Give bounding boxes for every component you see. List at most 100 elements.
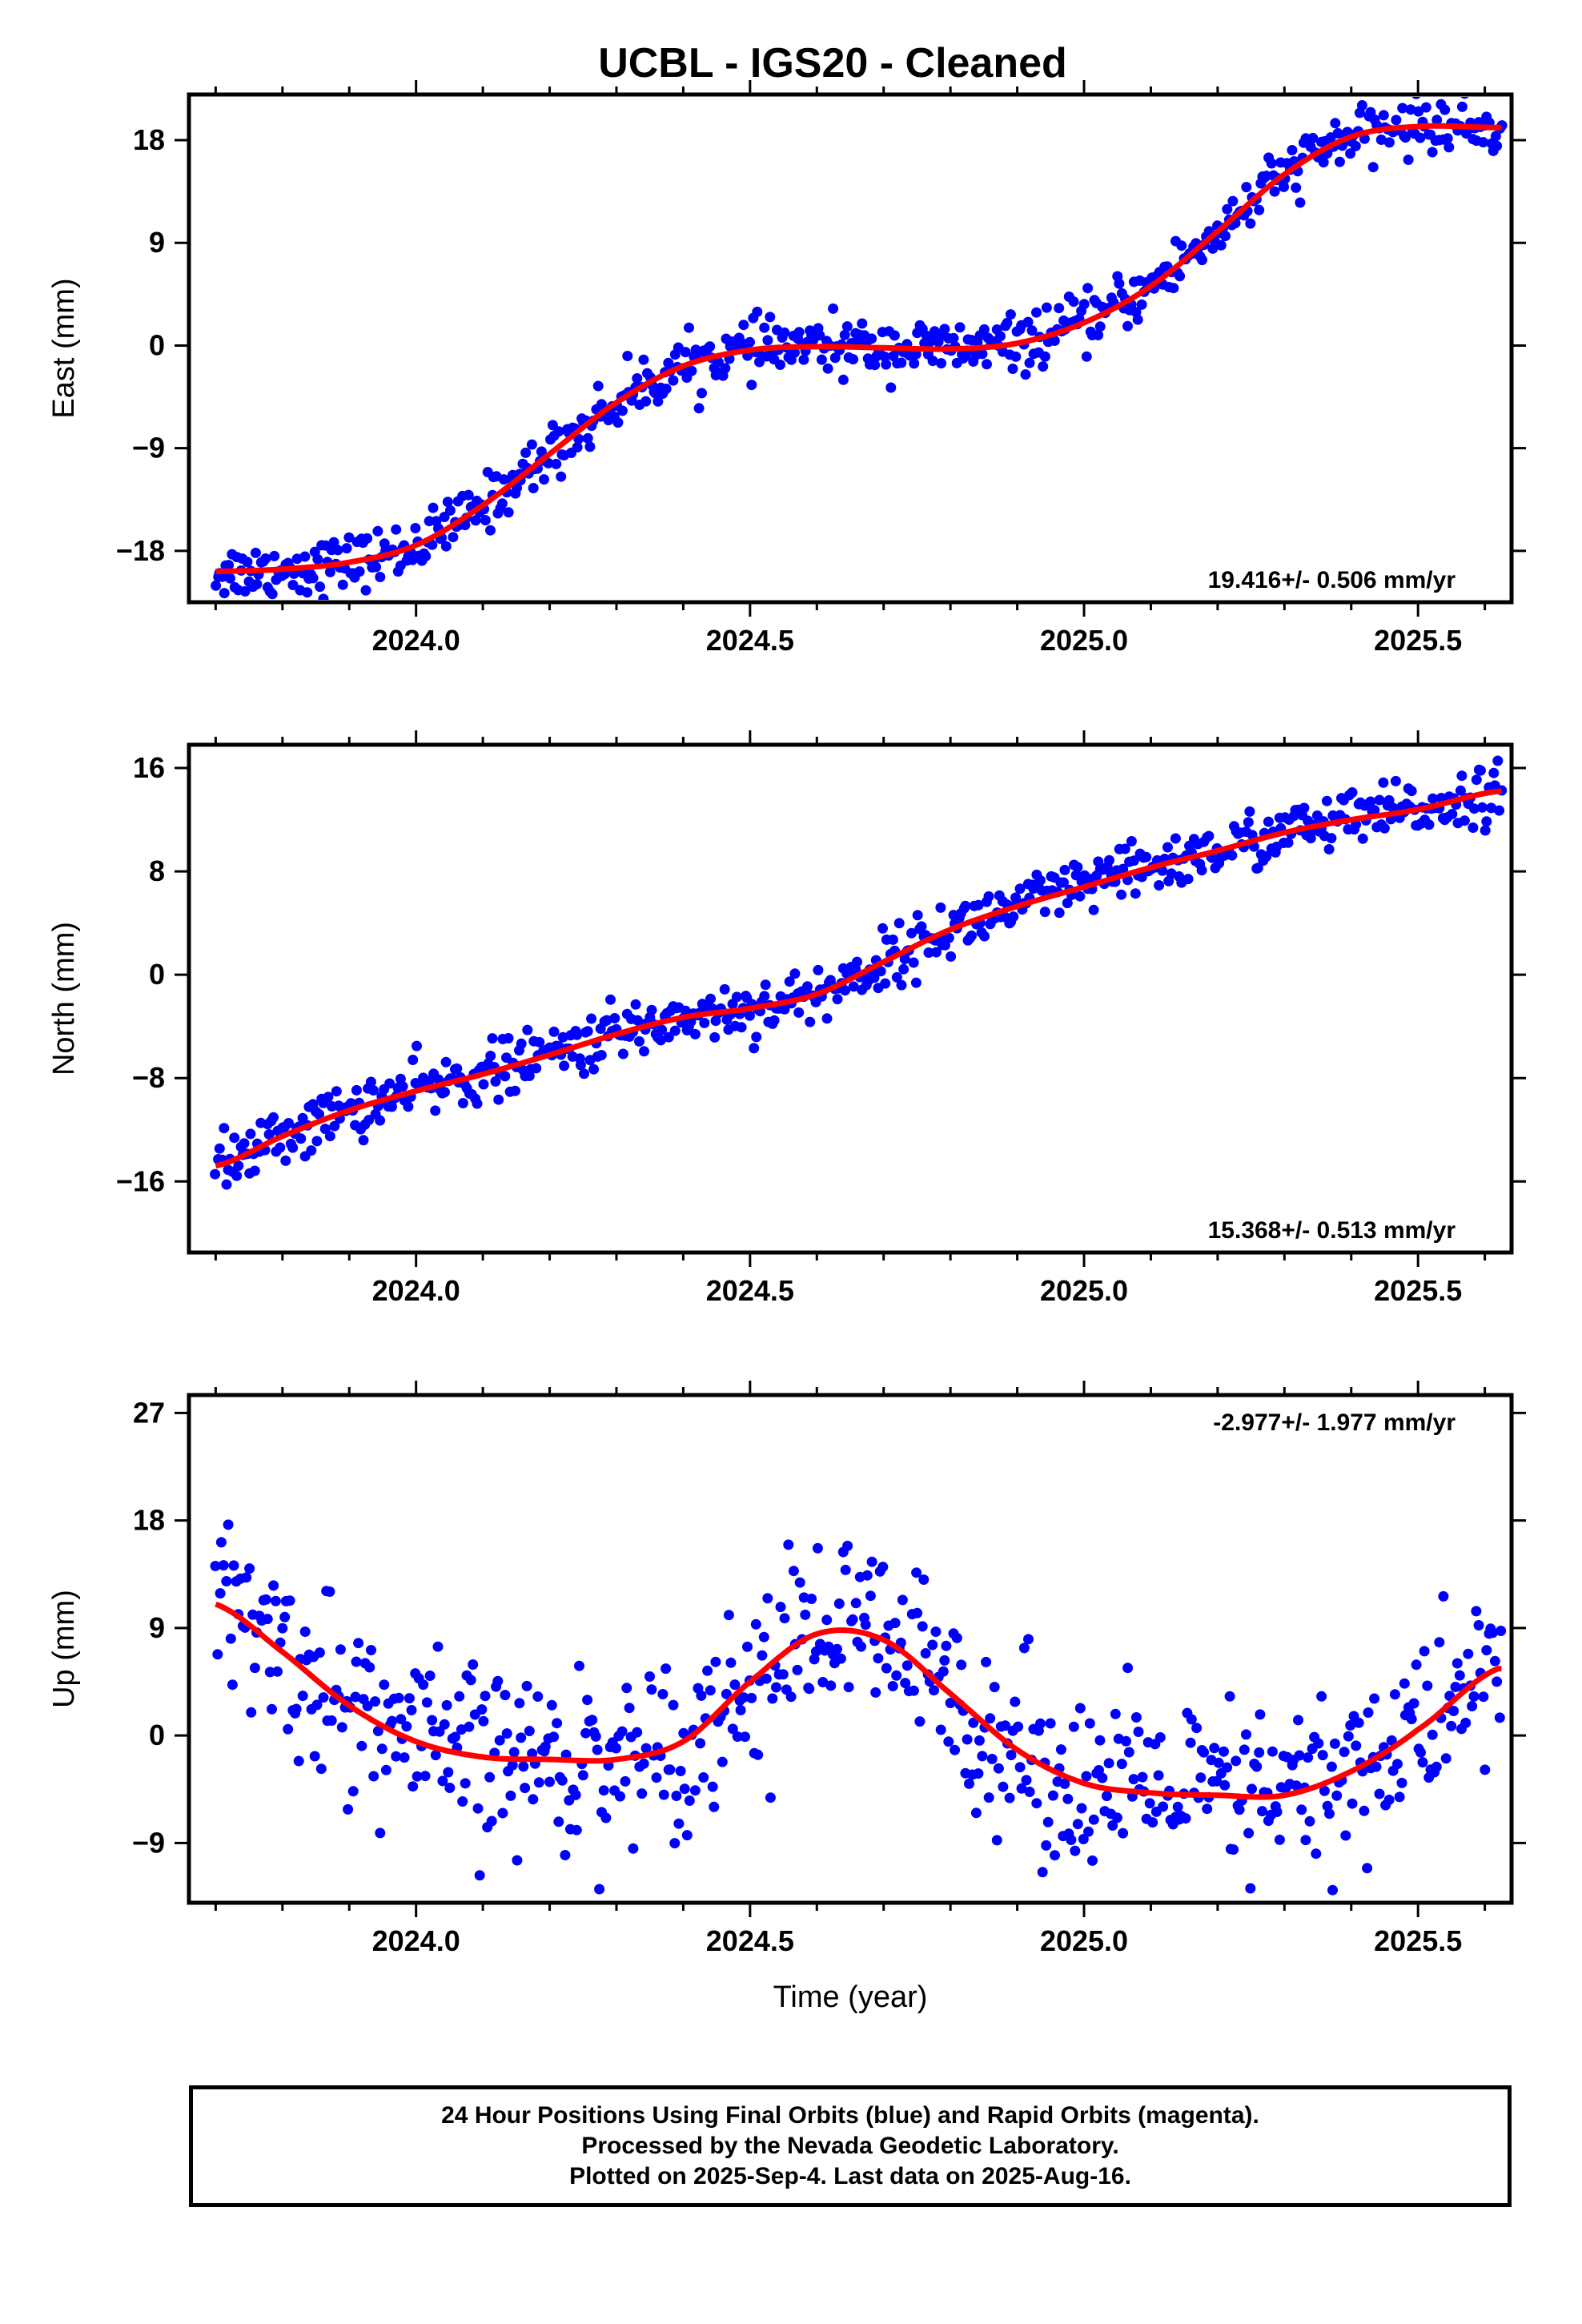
up-data-point: [1153, 1770, 1164, 1781]
up-data-point: [283, 1723, 294, 1735]
east-data-point: [341, 543, 352, 554]
north-xtick-label: 2025.0: [1040, 1274, 1128, 1307]
north-xtick-label: 2024.5: [706, 1274, 794, 1307]
north-data-point: [875, 966, 886, 977]
east-data-point: [1222, 203, 1233, 215]
up-data-point: [393, 1692, 404, 1703]
up-data-point: [681, 1830, 693, 1841]
east-data-point: [1413, 106, 1424, 117]
east-data-point: [267, 589, 278, 600]
up-data-point: [1340, 1830, 1351, 1841]
up-data-point: [315, 1763, 327, 1775]
north-data-point: [249, 1165, 260, 1176]
east-data-point: [1411, 97, 1421, 99]
north-data-point: [295, 1133, 307, 1144]
up-data-point: [689, 1785, 701, 1796]
north-data-point: [503, 1033, 514, 1043]
up-data-point: [540, 1741, 551, 1752]
up-data-point: [1319, 1785, 1330, 1796]
east-data-point: [848, 354, 859, 365]
up-data-point: [644, 1671, 655, 1682]
up-data-point: [638, 1758, 649, 1769]
up-data-point: [1427, 1729, 1438, 1740]
north-data-point: [572, 1029, 583, 1040]
up-data-point: [582, 1695, 593, 1706]
up-data-point: [1103, 1758, 1114, 1769]
east-data-point: [661, 384, 672, 394]
up-data-point: [1144, 1798, 1155, 1809]
up-data-point: [267, 1703, 277, 1715]
up-data-point: [985, 1713, 996, 1724]
east-data-point: [470, 515, 481, 526]
up-data-point: [580, 1727, 592, 1739]
up-data-point: [758, 1631, 769, 1642]
north-data-point: [935, 902, 946, 913]
north-data-point: [1468, 803, 1480, 814]
up-data-point: [1068, 1721, 1079, 1732]
up-data-point: [454, 1691, 465, 1702]
north-data-point: [472, 1098, 483, 1109]
north-data-point: [973, 899, 984, 911]
up-data-point: [1228, 1844, 1239, 1855]
up-data-point: [225, 1633, 236, 1644]
north-data-point: [832, 994, 843, 1005]
up-data-point: [917, 1621, 928, 1632]
up-data-point: [950, 1744, 961, 1755]
up-data-point: [1406, 1714, 1417, 1725]
east-data-point: [839, 329, 850, 340]
north-data-point: [1468, 822, 1479, 833]
up-data-point: [270, 1595, 281, 1606]
up-data-point: [424, 1671, 436, 1681]
up-data-point: [364, 1662, 375, 1673]
up-fit-curve: [215, 1601, 1502, 1800]
east-data-point: [954, 322, 966, 333]
north-data-point: [1244, 806, 1255, 817]
east-data-point: [242, 557, 253, 568]
up-data-point: [1300, 1835, 1311, 1846]
up-data-point: [1031, 1798, 1042, 1809]
up-data-point: [444, 1783, 456, 1793]
north-ytick-label: 8: [149, 854, 165, 887]
up-data-point: [1037, 1867, 1048, 1878]
up-data-point: [1116, 1759, 1127, 1770]
up-data-point: [912, 1607, 923, 1618]
north-data-point: [1347, 787, 1358, 798]
footer-line-2: Processed by the Nevada Geodetic Laborat…: [581, 2133, 1119, 2159]
up-ytick-label: 18: [133, 1504, 165, 1537]
north-data-point: [1154, 880, 1165, 891]
up-data-point: [1239, 1744, 1250, 1755]
north-data-point: [1456, 770, 1468, 782]
east-data-point: [705, 341, 716, 352]
east-data-point: [592, 380, 604, 392]
north-data-point: [1447, 809, 1458, 819]
east-data-point: [995, 331, 1006, 342]
up-ylabel: Up (mm): [47, 1590, 81, 1708]
up-data-point: [1254, 1747, 1265, 1758]
east-data-point: [1269, 186, 1280, 197]
east-data-point: [1383, 137, 1395, 148]
up-data-point: [1111, 1812, 1122, 1823]
up-data-point: [823, 1641, 834, 1652]
up-data-point: [1383, 1795, 1395, 1805]
north-data-point: [1379, 822, 1390, 834]
up-data-point: [1006, 1750, 1017, 1760]
east-data-point: [362, 533, 373, 544]
north-data-point: [1357, 833, 1368, 844]
up-data-point: [1016, 1783, 1027, 1794]
up-data-point: [391, 1751, 402, 1762]
east-data-point: [1049, 336, 1060, 346]
up-data-point: [1422, 1680, 1433, 1691]
up-data-point: [1013, 1721, 1024, 1732]
east-data-point: [879, 351, 890, 362]
up-ytick-label: 9: [149, 1611, 165, 1644]
east-xtick-label: 2025.5: [1374, 624, 1462, 657]
east-data-point: [543, 457, 554, 468]
east-data-point: [822, 363, 833, 374]
north-data-point: [408, 1055, 419, 1065]
east-data-point: [1287, 145, 1298, 155]
east-data-point: [556, 471, 567, 482]
east-data-point: [582, 432, 593, 444]
east-data-point: [328, 537, 339, 548]
north-data-point: [331, 1086, 342, 1097]
north-data-point: [760, 979, 771, 991]
